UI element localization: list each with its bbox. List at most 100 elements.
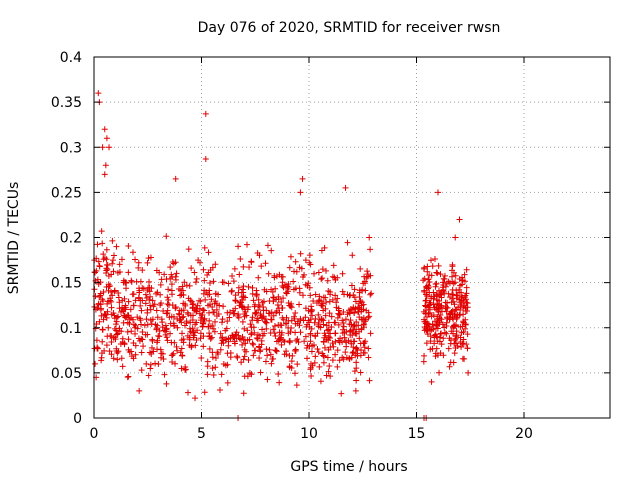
data-point [200, 343, 207, 350]
data-point [224, 318, 231, 325]
data-point [207, 323, 214, 330]
data-point [232, 297, 239, 304]
data-point [216, 386, 223, 393]
data-point [304, 355, 311, 362]
data-point [212, 364, 219, 371]
data-point [263, 325, 270, 332]
data-point [312, 332, 319, 339]
data-point [197, 330, 204, 337]
data-point [272, 332, 279, 339]
data-point [205, 302, 212, 309]
data-point [212, 261, 219, 268]
data-point [169, 302, 176, 309]
data-point [176, 286, 183, 293]
data-point [212, 290, 219, 297]
data-point [431, 340, 438, 347]
data-point [138, 336, 145, 343]
data-point [261, 318, 268, 325]
data-point [189, 325, 196, 332]
data-point [254, 315, 261, 322]
data-point [428, 378, 435, 385]
data-point [108, 271, 115, 278]
data-point [202, 110, 209, 117]
x-tick-label: 20 [515, 426, 533, 442]
data-point [437, 330, 444, 337]
data-point [334, 295, 341, 302]
data-point [316, 363, 323, 370]
data-point [437, 311, 444, 318]
data-point [230, 307, 237, 314]
data-point [204, 371, 211, 378]
data-point [346, 355, 353, 362]
data-point [209, 354, 216, 361]
data-point [177, 349, 184, 356]
data-point [431, 332, 438, 339]
data-point [96, 318, 103, 325]
data-point [325, 346, 332, 353]
data-point [115, 289, 122, 296]
data-point [465, 369, 472, 376]
data-point [357, 369, 364, 376]
data-point [307, 292, 314, 299]
data-point [424, 327, 431, 334]
data-point [180, 339, 187, 346]
y-tick-label: 0.15 [51, 276, 82, 292]
data-point [332, 351, 339, 358]
data-point [113, 331, 120, 338]
data-point [238, 359, 245, 366]
data-point [174, 324, 181, 331]
data-point [449, 286, 456, 293]
data-point [274, 302, 281, 309]
data-point [302, 314, 309, 321]
data-point [147, 254, 154, 261]
data-point [278, 304, 285, 311]
data-point [297, 250, 304, 257]
data-point [249, 290, 256, 297]
data-point [239, 333, 246, 340]
data-point [451, 350, 458, 357]
data-point [434, 325, 441, 332]
data-point [127, 306, 134, 313]
data-point [192, 321, 199, 328]
data-point [302, 305, 309, 312]
data-point [262, 358, 269, 365]
data-point [292, 329, 299, 336]
data-point [323, 372, 330, 379]
data-point [326, 298, 333, 305]
data-point [464, 345, 471, 352]
data-point [100, 251, 107, 258]
data-point [178, 365, 185, 372]
data-point [362, 338, 369, 345]
data-point [321, 344, 328, 351]
data-point [256, 344, 263, 351]
data-point [340, 323, 347, 330]
data-point [226, 314, 233, 321]
data-point [256, 355, 263, 362]
data-point [275, 293, 282, 300]
axis-ticks [93, 56, 610, 419]
data-point [171, 323, 178, 330]
data-point [285, 281, 292, 288]
data-point [450, 359, 457, 366]
data-point [243, 241, 250, 248]
data-point [334, 347, 341, 354]
data-point [259, 326, 266, 333]
data-point [349, 332, 356, 339]
data-point [322, 312, 329, 319]
data-point [449, 263, 456, 270]
data-point [204, 291, 211, 298]
data-point [94, 241, 101, 248]
data-point [292, 370, 299, 377]
data-point [218, 371, 225, 378]
data-point [340, 320, 347, 327]
data-point [458, 281, 465, 288]
data-point [138, 307, 145, 314]
data-point [265, 270, 272, 277]
data-point [296, 322, 303, 329]
data-point [123, 285, 130, 292]
data-point [250, 341, 257, 348]
data-point [98, 312, 105, 319]
data-point [224, 350, 231, 357]
data-point [351, 368, 358, 375]
data-point [108, 304, 115, 311]
